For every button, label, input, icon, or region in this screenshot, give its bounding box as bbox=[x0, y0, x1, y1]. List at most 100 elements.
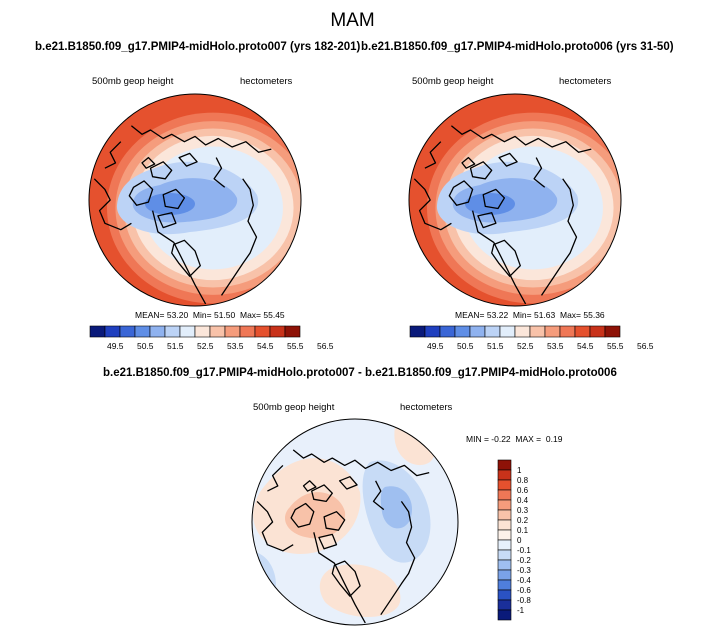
colorbar-swatch bbox=[454, 325, 471, 338]
difference-contour bbox=[319, 564, 401, 617]
difference-contour bbox=[380, 486, 413, 529]
coastline bbox=[213, 157, 226, 188]
colorbar-tick-label: 53.5 bbox=[227, 341, 244, 351]
mean-label: MEAN= bbox=[135, 310, 165, 320]
colorbar-swatch bbox=[484, 325, 501, 338]
mean-value: 53.20 bbox=[166, 310, 189, 320]
island-outline bbox=[477, 212, 497, 229]
colorbar-tick-label: 50.5 bbox=[137, 341, 154, 351]
colorbar-swatch bbox=[497, 579, 512, 591]
island-outline bbox=[128, 180, 154, 206]
max-label: Max= bbox=[559, 310, 582, 320]
island-outline bbox=[171, 239, 201, 277]
colorbar-tick-label: -0.4 bbox=[517, 576, 531, 585]
difference-contour bbox=[285, 492, 346, 539]
colorbar-swatch bbox=[164, 325, 181, 338]
colorbar-tick-label: 53.5 bbox=[547, 341, 564, 351]
colorbar-swatch bbox=[497, 609, 512, 621]
colorbar-difference: 10.80.60.40.30.20.10-0.1-0.2-0.3-0.4-0.6… bbox=[497, 459, 531, 621]
colorbar-tick-label: 0.6 bbox=[517, 486, 529, 495]
colorbar-swatch bbox=[497, 519, 512, 531]
colorbar-tick-label: 52.5 bbox=[517, 341, 534, 351]
colorbar-tick-label: -1 bbox=[517, 606, 525, 615]
height-field bbox=[409, 94, 621, 306]
island-outline bbox=[178, 152, 198, 167]
min-label: Min= bbox=[512, 310, 532, 320]
min-label: MIN = bbox=[466, 434, 489, 444]
map-boundary bbox=[408, 93, 622, 307]
colorbar-swatch bbox=[497, 469, 512, 481]
colorbar-swatch bbox=[469, 325, 486, 338]
colorbar-tick-label: 51.5 bbox=[167, 341, 184, 351]
max-value: 0.19 bbox=[545, 434, 563, 444]
colorbar-swatch bbox=[119, 325, 136, 338]
panel-left-variable: 500mb geop height bbox=[92, 76, 174, 87]
colorbar-swatch bbox=[499, 325, 516, 338]
island-outline bbox=[338, 476, 358, 490]
island-outline bbox=[498, 152, 518, 167]
coastline bbox=[450, 125, 592, 153]
colorbar-swatch bbox=[559, 325, 576, 338]
colorbar-tick-label: 49.5 bbox=[427, 341, 444, 351]
coastline bbox=[151, 210, 207, 305]
island-outline bbox=[448, 180, 474, 206]
colorbar-tick-label: 0.2 bbox=[517, 516, 529, 525]
colorbar-swatch bbox=[439, 325, 456, 338]
island-outline bbox=[323, 511, 346, 531]
coastline bbox=[424, 141, 442, 169]
colorbar-swatch bbox=[604, 325, 621, 338]
coastline bbox=[372, 480, 385, 511]
colorbar-swatch bbox=[574, 325, 591, 338]
height-field bbox=[89, 94, 301, 306]
colorbar-swatch bbox=[104, 325, 121, 338]
island-outline bbox=[482, 188, 506, 210]
colorbar-swatch bbox=[497, 549, 512, 561]
colorbar-tick-label: 52.5 bbox=[197, 341, 214, 351]
colorbar-swatch bbox=[497, 499, 512, 511]
island-outline bbox=[149, 161, 173, 180]
colorbar-swatch bbox=[497, 529, 512, 541]
island-outline bbox=[491, 239, 521, 277]
colorbar-swatch bbox=[497, 569, 512, 581]
colorbar-swatch bbox=[497, 559, 512, 571]
colorbar-tick-label: 54.5 bbox=[577, 341, 594, 351]
panel-left-units: hectometers bbox=[240, 76, 293, 87]
colorbar-swatch bbox=[514, 325, 531, 338]
mean-label: MEAN= bbox=[455, 310, 485, 320]
coastline bbox=[220, 178, 258, 296]
island-outline bbox=[461, 156, 476, 169]
island-outline bbox=[290, 502, 315, 528]
colorbar-swatch bbox=[409, 325, 426, 338]
figure-title: MAM bbox=[330, 10, 375, 31]
coastline bbox=[413, 178, 452, 231]
colorbar-swatch bbox=[589, 325, 606, 338]
difference-contour bbox=[253, 458, 361, 554]
colorbar-tick-label: 0.4 bbox=[517, 496, 529, 505]
coastline bbox=[93, 178, 132, 231]
max-label: Max= bbox=[239, 310, 262, 320]
colorbar-swatch bbox=[254, 325, 271, 338]
panel-left-title: b.e21.B1850.f09_g17.PMIP4-midHolo.proto0… bbox=[35, 41, 361, 53]
coastline bbox=[533, 157, 546, 188]
island-outline bbox=[331, 560, 361, 597]
difference-contour bbox=[394, 427, 436, 466]
colorbar-tick-label: 51.5 bbox=[487, 341, 504, 351]
colorbar-swatch bbox=[497, 489, 512, 501]
map-boundary bbox=[88, 93, 302, 307]
island-outline bbox=[469, 161, 493, 180]
colorbar-swatch bbox=[529, 325, 546, 338]
min-label: Min= bbox=[192, 310, 212, 320]
island-outline bbox=[318, 533, 338, 550]
difference-contour bbox=[362, 460, 431, 563]
coastline bbox=[267, 464, 284, 492]
colorbar-tick-label: 1 bbox=[517, 466, 522, 475]
colorbar-tick-label: 0 bbox=[517, 536, 522, 545]
min-value: 51.63 bbox=[533, 310, 556, 320]
coastline bbox=[104, 141, 122, 169]
island-outline bbox=[162, 188, 186, 210]
colorbar-swatch bbox=[194, 325, 211, 338]
colorbar-swatch bbox=[209, 325, 226, 338]
colorbar-tick-label: 0.8 bbox=[517, 476, 529, 485]
colorbar-swatch bbox=[497, 589, 512, 601]
colorbar-tick-label: 49.5 bbox=[107, 341, 124, 351]
